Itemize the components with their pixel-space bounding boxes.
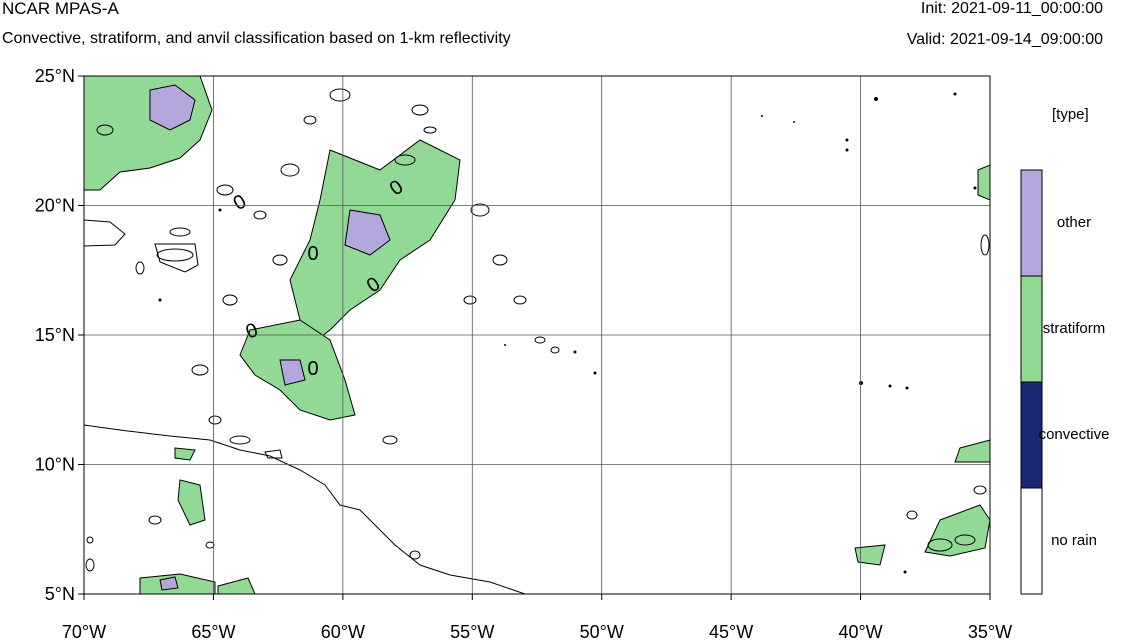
legend-label: no rain	[1051, 532, 1097, 549]
lon-tick-label: 55°W	[450, 622, 494, 641]
lon-tick-label: 65°W	[191, 622, 235, 641]
lon-tick-labels: 70°W 65°W 60°W 55°W 50°W 45°W 40°W 35°W	[62, 594, 1012, 641]
legend-label: convective	[1038, 426, 1110, 443]
lon-tick-label: 45°W	[709, 622, 753, 641]
contour-label: 0	[230, 190, 251, 215]
coastlines	[84, 219, 526, 594]
coastline-island	[154, 243, 199, 273]
coastline-south-america	[84, 424, 526, 594]
contour-label: 0	[307, 358, 318, 380]
lon-tick-label: 40°W	[838, 622, 882, 641]
legend-label: other	[1056, 214, 1092, 231]
precip-region	[924, 504, 990, 557]
precip-region	[149, 84, 196, 131]
lat-tick-label: 10°N	[35, 455, 75, 475]
coastline-puerto-rico	[84, 219, 126, 247]
scattered-cells	[85, 88, 990, 572]
isolated-dots	[158, 92, 977, 574]
legend-color-bar	[1020, 169, 1043, 595]
precip-region	[139, 573, 216, 594]
precip-regions	[84, 76, 990, 594]
lat-tick-labels: 25°N 20°N 15°N 10°N 5°N	[35, 66, 84, 604]
lon-tick-label: 35°W	[968, 622, 1012, 641]
precip-region	[954, 439, 990, 463]
legend-title: [type]	[1052, 106, 1089, 123]
precip-region	[977, 164, 990, 201]
precip-region	[217, 577, 256, 594]
init-time: Init: 2021-09-11_00:00:00	[920, 0, 1103, 17]
legend-swatch-no-rain	[1020, 487, 1043, 595]
precip-region	[84, 76, 213, 191]
coastline-trinidad	[264, 449, 283, 459]
lat-tick-label: 20°N	[35, 196, 75, 216]
precip-region	[854, 544, 886, 566]
grid-lines	[84, 76, 990, 594]
lon-tick-label: 50°W	[580, 622, 624, 641]
lat-tick-label: 15°N	[35, 325, 75, 345]
lon-tick-label: 70°W	[62, 622, 106, 641]
map-content: 0 0 0 0 0 0	[84, 76, 990, 594]
lon-tick-label: 60°W	[321, 622, 365, 641]
legend-label: stratiform	[1042, 320, 1106, 337]
precip-region	[159, 576, 179, 591]
valid-time: Valid: 2021-09-14_09:00:00	[906, 31, 1103, 48]
map-title: NCAR MPAS-A	[2, 0, 119, 18]
precip-region	[174, 447, 196, 461]
precip-region	[177, 479, 206, 526]
map-subtitle: Convective, stratiform, and anvil classi…	[2, 30, 511, 47]
precip-region	[279, 359, 306, 386]
precip-region	[344, 209, 391, 256]
lat-tick-label: 25°N	[35, 66, 75, 86]
contour-label: 0	[307, 243, 318, 265]
lat-tick-label: 5°N	[45, 584, 75, 604]
